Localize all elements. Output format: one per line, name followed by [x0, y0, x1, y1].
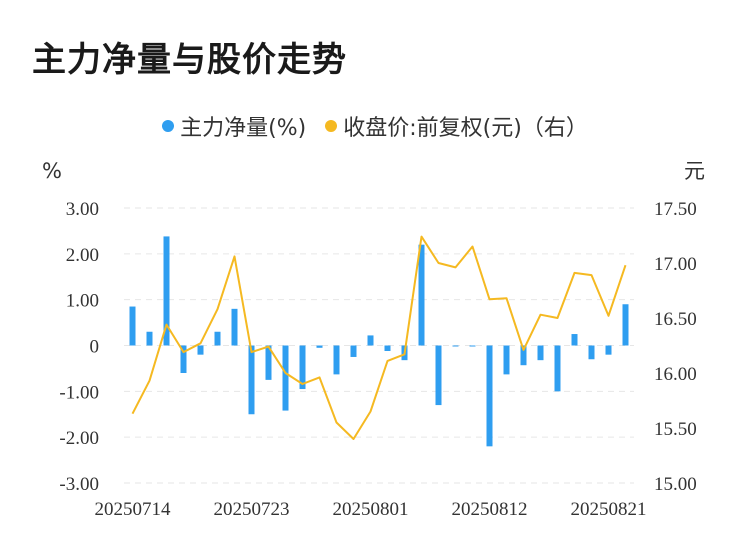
bar-net-volume[interactable] [588, 345, 595, 360]
bar-net-volume[interactable] [299, 345, 306, 390]
bar-net-volume[interactable] [384, 345, 391, 352]
y-right-tick-label: 15.00 [654, 474, 697, 495]
grid-lines [124, 207, 634, 484]
bar-net-volume[interactable] [265, 345, 272, 380]
bar-net-volume[interactable] [316, 345, 323, 348]
bar-net-volume[interactable] [350, 345, 357, 357]
bar-net-volume[interactable] [197, 345, 204, 355]
x-tick-label: 20250821 [571, 499, 647, 520]
y-left-tick-label: 2.00 [66, 245, 99, 266]
legend-dot-close-price [325, 120, 338, 132]
x-tick-label: 20250723 [214, 499, 290, 520]
y-right-tick-label: 17.50 [654, 199, 697, 220]
chart-legend: 主力净量(%) 收盘价:前复权(元)（右） [0, 110, 750, 142]
y-left-tick-label: -2.00 [59, 428, 99, 449]
y-right-tick-label: 17.00 [654, 254, 697, 275]
chart-title: 主力净量与股价走势 [32, 40, 347, 80]
y-axis-left: 3.00 2.00 1.00 0 -1.00 -2.00 -3.00 [59, 199, 99, 495]
bar-series [129, 236, 629, 447]
bar-net-volume[interactable] [503, 345, 510, 375]
y-right-tick-label: 15.50 [654, 419, 697, 440]
line-close-price[interactable] [131, 235, 627, 440]
bar-net-volume[interactable] [435, 345, 442, 406]
line-series [131, 235, 627, 440]
bar-net-volume[interactable] [180, 345, 187, 374]
legend-label-net-volume: 主力净量(%) [180, 116, 307, 141]
bar-net-volume[interactable] [214, 331, 221, 346]
legend-dot-net-volume [162, 120, 175, 132]
bar-net-volume[interactable] [520, 345, 527, 366]
bar-net-volume[interactable] [367, 335, 374, 346]
y-axis-right: 17.50 17.00 16.50 16.00 15.50 15.00 [654, 199, 697, 495]
bar-net-volume[interactable] [571, 334, 578, 346]
bar-net-volume[interactable] [163, 236, 170, 346]
bar-net-volume[interactable] [622, 304, 629, 346]
bar-net-volume[interactable] [469, 345, 476, 347]
bar-net-volume[interactable] [605, 345, 612, 355]
bar-net-volume[interactable] [554, 345, 561, 392]
y-axis-left-unit: % [42, 159, 62, 183]
x-tick-label: 20250812 [452, 499, 528, 520]
x-axis: 20250714 20250723 20250801 20250812 20250821 [95, 499, 647, 520]
bar-net-volume[interactable] [146, 331, 153, 346]
bar-net-volume[interactable] [486, 345, 493, 447]
y-right-tick-label: 16.00 [654, 364, 697, 385]
y-axis-right-unit: 元 [684, 159, 705, 183]
y-right-tick-label: 16.50 [654, 309, 697, 330]
bar-net-volume[interactable] [333, 345, 340, 375]
y-left-tick-label: 1.00 [66, 291, 99, 312]
legend-item-net-volume[interactable]: 主力净量(%) [162, 110, 306, 142]
bar-net-volume[interactable] [129, 306, 136, 346]
legend-label-close-price: 收盘价:前复权(元)（右） [343, 116, 588, 141]
x-tick-label: 20250714 [95, 499, 172, 520]
bar-net-volume[interactable] [418, 244, 425, 346]
y-left-tick-label: -1.00 [59, 382, 99, 403]
x-tick-label: 20250801 [333, 499, 409, 520]
y-left-tick-label: 3.00 [66, 199, 99, 220]
bar-net-volume[interactable] [231, 308, 238, 346]
legend-item-close-price[interactable]: 收盘价:前复权(元)（右） [325, 110, 588, 142]
bar-net-volume[interactable] [452, 345, 459, 347]
bar-net-volume[interactable] [282, 345, 289, 411]
y-left-tick-label: 0 [90, 337, 100, 358]
y-left-tick-label: -3.00 [59, 474, 99, 495]
bar-net-volume[interactable] [537, 345, 544, 361]
bar-net-volume[interactable] [248, 345, 255, 415]
